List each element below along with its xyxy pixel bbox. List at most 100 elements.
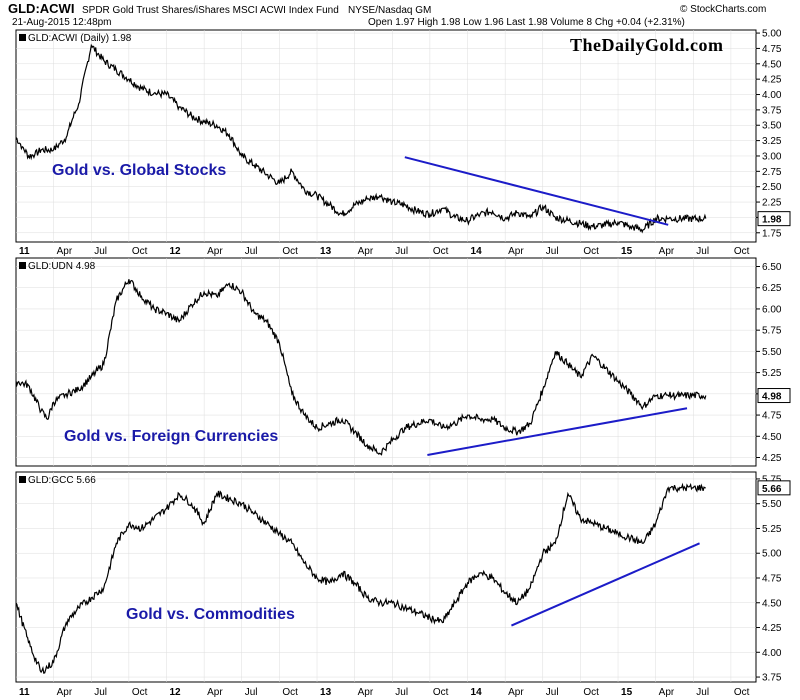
y-tick-label: 4.75 xyxy=(762,44,782,55)
trendline xyxy=(404,156,669,226)
chart-panel-1: 1.752.002.252.502.753.003.253.503.754.00… xyxy=(15,29,791,243)
y-tick-label: 3.50 xyxy=(762,121,782,132)
y-tick-label: 3.75 xyxy=(762,673,782,684)
trendline xyxy=(427,407,688,456)
y-tick-label: 4.25 xyxy=(762,75,782,86)
x-tick-label: Apr xyxy=(358,687,374,698)
chart-panel-2: 4.254.504.755.005.255.505.756.006.256.50… xyxy=(15,257,791,467)
last-value-box xyxy=(757,211,791,227)
last-value-box xyxy=(757,480,791,496)
panel-title-swatch xyxy=(19,262,26,269)
price-series-line xyxy=(15,43,707,234)
y-tick-label: 5.50 xyxy=(762,499,782,510)
panel-frame xyxy=(15,471,757,683)
x-tick-label: Apr xyxy=(57,687,73,698)
x-tick-label: Apr xyxy=(207,687,223,698)
x-tick-label: 11 xyxy=(19,246,30,257)
x-tick-label: Oct xyxy=(433,246,449,257)
y-tick-label: 4.50 xyxy=(762,432,782,443)
y-tick-label: 6.00 xyxy=(762,304,782,315)
x-tick-label: Apr xyxy=(207,246,223,257)
y-tick-label: 4.00 xyxy=(762,90,782,101)
panel-annotation: Gold vs. Commodities xyxy=(126,606,295,623)
chart-description: SPDR Gold Trust Shares/iShares MSCI ACWI… xyxy=(82,5,339,16)
chart-panel-3: 3.75 4.00 4.25 4.50 4.75 5.00 5.25 5.50 5.75 GLD:… xyxy=(15,471,791,684)
y-tick-label: 6.25 xyxy=(762,283,782,294)
x-axis: 11 Apr Jul Oct 12 Apr Jul Oct 13 Apr Jul Oct 14 Apr Ju… xyxy=(19,246,750,698)
x-tick-label: Jul xyxy=(245,687,258,698)
x-tick-label: Jul xyxy=(94,687,107,698)
y-tick-label: 1.75 xyxy=(762,228,782,239)
y-tick-label: 4.75 xyxy=(762,573,782,584)
brand-watermark: TheDailyGold.com xyxy=(570,35,724,55)
x-tick-label: 15 xyxy=(621,687,633,698)
x-tick-label: 14 xyxy=(471,246,483,257)
y-tick-label: 5.75 xyxy=(762,326,782,337)
price-series-line xyxy=(15,482,706,674)
chart-symbol: GLD:ACWI xyxy=(8,1,74,16)
x-tick-label: Oct xyxy=(583,687,599,698)
y-tick-label: 2.75 xyxy=(762,167,782,178)
last-value-label: 1.98 xyxy=(762,215,782,226)
panel-title-swatch xyxy=(19,34,26,41)
y-tick-label: 3.25 xyxy=(762,136,782,147)
y-tick-label: 2.25 xyxy=(762,198,782,209)
panel-annotation: Gold vs. Global Stocks xyxy=(52,162,226,179)
y-tick-label: 4.75 xyxy=(762,411,782,422)
y-tick-label: 5.75 xyxy=(762,474,782,485)
chart-exchange: NYSE/Nasdaq GM xyxy=(348,5,431,16)
x-tick-label: 11 xyxy=(19,687,30,698)
y-tick-label: 5.25 xyxy=(762,524,782,535)
y-tick-label: 4.50 xyxy=(762,598,782,609)
last-value-label: 4.98 xyxy=(762,392,782,403)
x-tick-label: Apr xyxy=(57,246,73,257)
x-tick-label: Apr xyxy=(508,246,524,257)
x-tick-label: 12 xyxy=(170,246,182,257)
price-series-line xyxy=(15,279,707,456)
x-tick-label: Apr xyxy=(508,687,524,698)
panel-title: GLD:GCC 5.66 xyxy=(28,475,96,486)
y-tick-label: 3.00 xyxy=(762,151,782,162)
x-tick-label: Oct xyxy=(132,687,148,698)
y-tick-label: 5.00 xyxy=(762,29,782,40)
x-tick-label: Jul xyxy=(546,246,559,257)
y-tick-label: 5.00 xyxy=(762,549,782,560)
panel-title-swatch xyxy=(19,476,26,483)
x-tick-label: Oct xyxy=(282,687,298,698)
x-tick-label: 14 xyxy=(471,687,483,698)
x-tick-label: 13 xyxy=(320,246,332,257)
y-tick-label: 2.50 xyxy=(762,182,782,193)
x-tick-label: Jul xyxy=(94,246,107,257)
x-tick-label: Oct xyxy=(583,246,599,257)
y-tick-label: 4.00 xyxy=(762,648,782,659)
x-tick-label: Jul xyxy=(546,687,559,698)
chart-timestamp: 21-Aug-2015 12:48pm xyxy=(12,17,112,28)
trendline xyxy=(511,542,700,627)
x-tick-label: Jul xyxy=(395,246,408,257)
panel-annotation: Gold vs. Foreign Currencies xyxy=(64,428,278,445)
panel-title: GLD:ACWI (Daily) 1.98 xyxy=(28,33,132,44)
y-tick-label: 5.50 xyxy=(762,347,782,358)
y-tick-label: 4.50 xyxy=(762,59,782,70)
y-tick-label: 6.50 xyxy=(762,262,782,273)
x-tick-label: Oct xyxy=(734,246,750,257)
x-tick-label: Oct xyxy=(282,246,298,257)
x-tick-label: Jul xyxy=(395,687,408,698)
panel-title: GLD:UDN 4.98 xyxy=(28,261,96,272)
x-tick-label: Jul xyxy=(245,246,258,257)
y-tick-label: 5.25 xyxy=(762,368,782,379)
x-tick-label: Apr xyxy=(659,687,675,698)
x-tick-label: 12 xyxy=(170,687,182,698)
x-tick-label: Oct xyxy=(132,246,148,257)
chart-ohlc: Open 1.97 High 1.98 Low 1.96 Last 1.98 V… xyxy=(368,17,685,28)
x-tick-label: Apr xyxy=(358,246,374,257)
x-tick-label: Apr xyxy=(659,246,675,257)
stockcharts-credit: © StockCharts.com xyxy=(680,4,766,15)
y-tick-label: 3.75 xyxy=(762,105,782,116)
x-tick-label: Jul xyxy=(696,687,709,698)
y-tick-label: 4.25 xyxy=(762,623,782,634)
last-value-box xyxy=(757,388,791,404)
panel-frame xyxy=(15,29,757,243)
x-tick-label: Jul xyxy=(696,246,709,257)
